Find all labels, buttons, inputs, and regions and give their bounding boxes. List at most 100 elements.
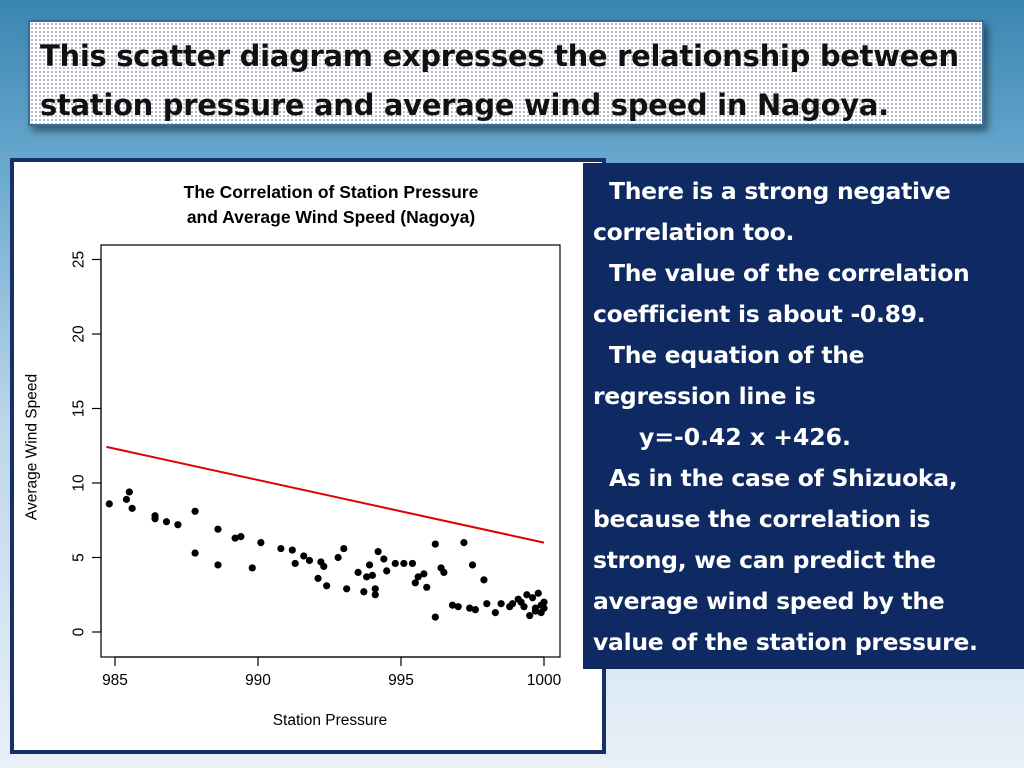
data-point bbox=[314, 574, 322, 582]
data-point bbox=[454, 603, 462, 611]
slide-title-line-1: This scatter diagram expresses the relat… bbox=[40, 39, 959, 73]
x-tick-label: 990 bbox=[245, 672, 271, 689]
data-point bbox=[340, 544, 348, 553]
data-point bbox=[128, 504, 136, 512]
paragraph-1-line-2: correlation too. bbox=[593, 218, 795, 246]
slide-title-line-2: station pressure and average wind speed … bbox=[40, 88, 889, 122]
data-point bbox=[508, 600, 517, 608]
data-point bbox=[122, 495, 131, 503]
data-point bbox=[191, 507, 199, 515]
data-point bbox=[491, 609, 499, 617]
data-point bbox=[257, 539, 265, 547]
data-point bbox=[151, 515, 159, 523]
data-point bbox=[480, 576, 488, 584]
paragraph-3-line-1: The equation of the bbox=[609, 341, 865, 369]
data-point bbox=[368, 571, 376, 579]
data-point bbox=[526, 612, 534, 620]
data-point bbox=[174, 521, 182, 529]
x-tick-label: 985 bbox=[102, 672, 128, 689]
data-point bbox=[365, 561, 374, 569]
data-point bbox=[162, 518, 171, 526]
y-tick-label: 25 bbox=[71, 251, 88, 268]
data-point bbox=[400, 559, 408, 568]
y-tick-label: 0 bbox=[71, 627, 88, 636]
data-point bbox=[497, 600, 505, 608]
regression-equation: y=-0.42 x +426. bbox=[639, 423, 851, 451]
data-point bbox=[214, 525, 222, 533]
paragraph-1-line-1: There is a strong negative bbox=[609, 177, 951, 205]
data-point bbox=[374, 547, 382, 556]
paragraph-4-line-2: because the correlation is bbox=[593, 505, 931, 533]
data-point bbox=[414, 573, 422, 581]
y-tick-label: 5 bbox=[71, 553, 88, 562]
data-point bbox=[523, 591, 531, 599]
data-point bbox=[520, 603, 528, 611]
x-axis-label: Station Pressure bbox=[273, 712, 388, 729]
data-point bbox=[363, 573, 371, 581]
data-point bbox=[466, 604, 474, 612]
paragraph-4: As in the case of Shizuoka, because the … bbox=[593, 458, 1020, 663]
data-point bbox=[191, 549, 199, 557]
data-point bbox=[540, 598, 548, 606]
data-point bbox=[300, 552, 308, 560]
data-point bbox=[408, 559, 417, 568]
paragraph-2: The value of the correlation coefficient… bbox=[593, 253, 1020, 335]
data-point bbox=[214, 561, 222, 569]
data-point bbox=[343, 585, 351, 593]
data-point bbox=[371, 585, 379, 593]
data-point bbox=[483, 600, 491, 608]
data-point bbox=[383, 567, 391, 575]
data-point bbox=[248, 564, 256, 572]
data-point bbox=[411, 579, 419, 587]
data-point bbox=[528, 594, 537, 602]
explanation-panel: There is a strong negative correlation t… bbox=[583, 163, 1024, 669]
data-point bbox=[440, 568, 448, 576]
data-point bbox=[288, 546, 296, 554]
paragraph-3: The equation of the regression line is bbox=[593, 335, 1020, 417]
y-tick-label: 10 bbox=[71, 474, 88, 492]
data-point bbox=[531, 604, 540, 612]
paragraph-4-line-4: average wind speed by the bbox=[593, 587, 945, 615]
data-point bbox=[323, 582, 331, 590]
chart-title-line-1: The Correlation of Station Pressure bbox=[184, 182, 479, 202]
y-tick-label: 15 bbox=[71, 400, 88, 417]
plot-area bbox=[100, 244, 561, 658]
data-point bbox=[431, 613, 439, 621]
data-point bbox=[534, 589, 542, 597]
paragraph-4-line-1: As in the case of Shizuoka, bbox=[609, 464, 958, 492]
data-point bbox=[468, 561, 477, 569]
scatter-chart: The Correlation of Station Pressure and A… bbox=[24, 182, 562, 729]
x-tick-label: 995 bbox=[388, 672, 414, 689]
data-point bbox=[420, 570, 428, 578]
x-tick-label: 1000 bbox=[527, 672, 562, 689]
data-point bbox=[354, 568, 362, 576]
data-point bbox=[380, 555, 388, 563]
data-point bbox=[360, 588, 368, 596]
data-point bbox=[305, 556, 314, 565]
data-point bbox=[334, 553, 342, 562]
regression-line bbox=[106, 445, 545, 544]
chart-frame: The Correlation of Station Pressure and A… bbox=[10, 158, 606, 754]
data-point bbox=[423, 583, 431, 591]
data-point bbox=[431, 540, 439, 548]
paragraph-3-line-2: regression line is bbox=[593, 382, 816, 410]
data-point bbox=[125, 488, 133, 496]
paragraph-2-line-1: The value of the correlation bbox=[609, 259, 970, 287]
data-point bbox=[537, 609, 545, 617]
title-box: This scatter diagram expresses the relat… bbox=[28, 20, 984, 126]
data-point bbox=[320, 562, 328, 571]
data-point bbox=[277, 544, 285, 553]
paragraph-4-line-5: value of the station pressure. bbox=[593, 628, 978, 656]
data-point bbox=[291, 559, 299, 568]
data-point bbox=[460, 539, 468, 547]
y-axis-label: Average Wind Speed bbox=[24, 374, 41, 520]
data-point bbox=[448, 601, 457, 609]
data-point bbox=[105, 500, 113, 508]
data-point bbox=[231, 534, 239, 542]
paragraph-1: There is a strong negative correlation t… bbox=[593, 171, 1020, 253]
paragraph-4-line-3: strong, we can predict the bbox=[593, 546, 936, 574]
data-point bbox=[371, 591, 379, 599]
data-point bbox=[471, 606, 479, 614]
chart-title-line-2: and Average Wind Speed (Nagoya) bbox=[187, 207, 475, 227]
data-point bbox=[391, 559, 399, 568]
